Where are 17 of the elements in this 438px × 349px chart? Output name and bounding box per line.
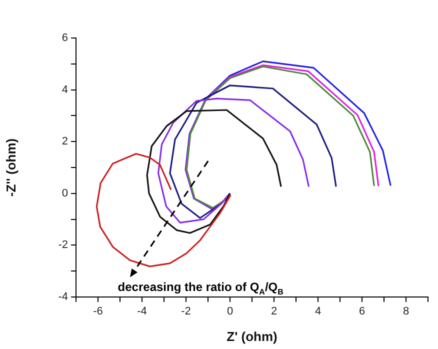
y-tick-label: 4	[62, 84, 68, 96]
y-tick-label: 0	[62, 187, 68, 200]
x-axis-title: Z' (ohm)	[226, 328, 278, 344]
annotation: decreasing the ratio of Q$_{A}$/Q$_{B}$	[118, 280, 284, 297]
x-tick-label: 6	[358, 306, 366, 318]
x-tick-label: 0	[226, 306, 234, 318]
x-tick-label: 4	[314, 306, 322, 318]
x-tick-label: 2	[270, 306, 278, 318]
x-tick-label: -6	[93, 306, 103, 318]
y-tick-label: -4	[58, 291, 68, 304]
y-axis-title: -Z'' (ohm)	[3, 138, 18, 197]
x-tick-label: -4	[137, 306, 147, 318]
y-tick-label: 6	[62, 32, 68, 44]
x-tick-label: 8	[402, 306, 410, 318]
x-tick-label: -2	[181, 306, 191, 318]
y-tick-label: 2	[62, 136, 68, 148]
y-tick-label: -2	[58, 239, 68, 252]
